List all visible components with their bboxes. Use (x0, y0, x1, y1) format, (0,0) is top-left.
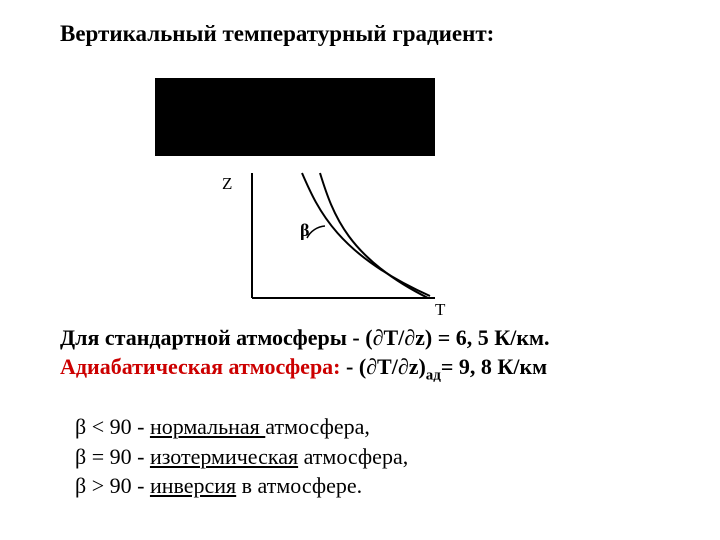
case3-tail: в атмосфере. (236, 473, 362, 498)
curve-outer (302, 173, 430, 296)
formula-black-box (155, 78, 435, 156)
angle-arc (307, 226, 325, 238)
ad-close: ) (418, 354, 425, 379)
case-normal: β < 90 - нормальная атмосфера, (75, 412, 675, 442)
beta-label: β (300, 220, 309, 241)
case3-dash: - (137, 473, 150, 498)
z-axis-label: Z (222, 174, 232, 194)
page-title: Вертикальный температурный градиент: (60, 20, 620, 49)
beta-cases-block: β < 90 - нормальная атмосфера, β = 90 - … (75, 412, 675, 501)
case3-underline: инверсия (150, 473, 236, 498)
case1-underline: нормальная (150, 414, 265, 439)
case-inversion: β > 90 - инверсия в атмосфере. (75, 471, 675, 501)
standard-atmosphere-line: Для стандартной атмосферы - (∂T/∂z) = 6,… (60, 325, 680, 351)
std-prefix: Для стандартной атмосферы - ( (60, 325, 373, 350)
case2-tail: атмосфера, (298, 444, 408, 469)
gradient-diagram (230, 170, 450, 315)
ad-mid: - ( (341, 354, 367, 379)
ad-subscript: ад (426, 367, 441, 383)
case-isothermal: β = 90 - изотермическая атмосфера, (75, 442, 675, 472)
case2-underline: изотермическая (150, 444, 298, 469)
curve-inner (320, 173, 428, 298)
std-partial: ∂T/∂z (373, 325, 425, 350)
case3-sym: β > 90 (75, 473, 137, 498)
t-axis-label: T (435, 300, 445, 320)
std-suffix: ) = 6, 5 К/км. (425, 325, 550, 350)
case2-dash: - (137, 444, 150, 469)
case1-sym: β < 90 (75, 414, 137, 439)
ad-tail: = 9, 8 К/км (441, 354, 547, 379)
ad-partial: ∂T/∂z (366, 354, 418, 379)
adiabatic-red-label: Адиабатическая атмосфера: (60, 354, 341, 379)
case1-dash: - (137, 414, 150, 439)
case2-sym: β = 90 (75, 444, 137, 469)
case1-tail: атмосфера, (265, 414, 370, 439)
adiabatic-atmosphere-line: Адиабатическая атмосфера: - (∂T/∂z)ад= 9… (60, 354, 680, 384)
